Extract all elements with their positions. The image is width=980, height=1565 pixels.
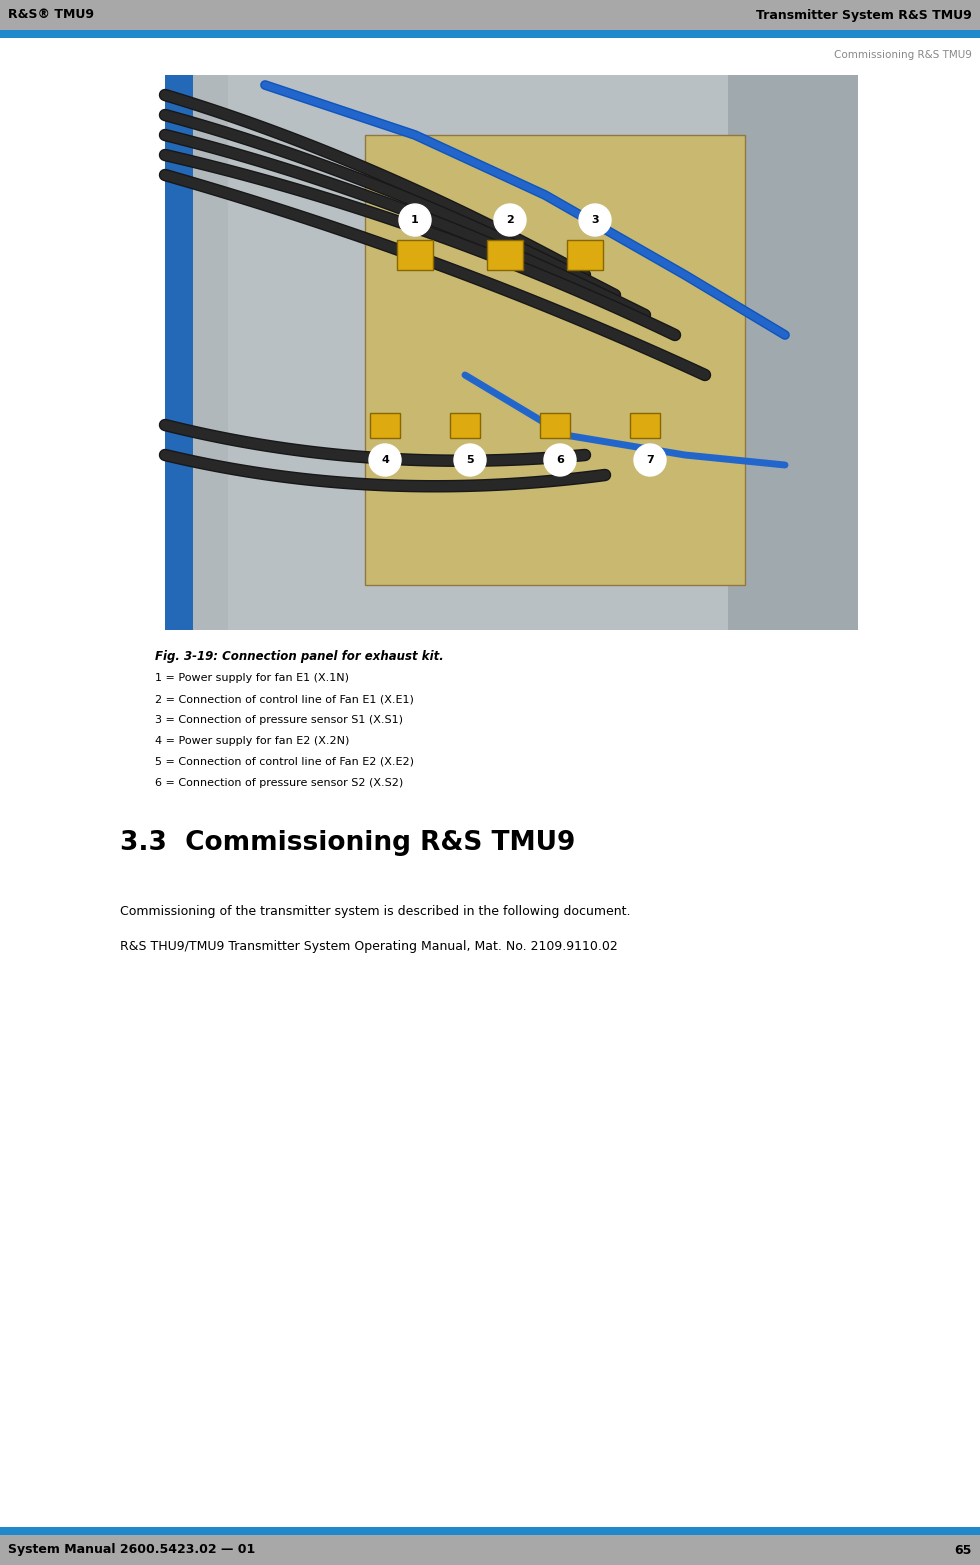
Text: 2 = Connection of control line of Fan E1 (X.E1): 2 = Connection of control line of Fan E1… [155,693,414,704]
Text: 4 = Power supply for fan E2 (X.2N): 4 = Power supply for fan E2 (X.2N) [155,736,350,747]
Bar [228,75,728,631]
Bar [165,75,193,631]
Bar [630,413,660,438]
Bar [0,0,980,30]
Text: 3 = Connection of pressure sensor S1 (X.S1): 3 = Connection of pressure sensor S1 (X.… [155,715,403,725]
Text: 2: 2 [506,214,514,225]
Bar [728,75,858,631]
Bar [397,239,433,271]
Circle shape [494,203,526,236]
Text: Commissioning R&S TMU9: Commissioning R&S TMU9 [834,50,972,59]
Text: System Manual 2600.5423.02 — 01: System Manual 2600.5423.02 — 01 [8,1543,255,1557]
Bar [165,75,858,631]
Text: 1: 1 [412,214,418,225]
Bar [487,239,523,271]
Circle shape [544,444,576,476]
Text: 65: 65 [955,1543,972,1557]
Bar [540,413,570,438]
Text: 3.3  Commissioning R&S TMU9: 3.3 Commissioning R&S TMU9 [120,829,575,856]
Text: 6: 6 [556,455,564,465]
Text: 4: 4 [381,455,389,465]
Text: 5: 5 [466,455,473,465]
Bar [365,135,745,585]
Bar [0,30,980,38]
Circle shape [579,203,611,236]
Circle shape [399,203,431,236]
Circle shape [369,444,401,476]
Bar [567,239,603,271]
Text: 6 = Connection of pressure sensor S2 (X.S2): 6 = Connection of pressure sensor S2 (X.… [155,778,403,789]
Bar [193,75,228,631]
Text: R&S THU9/TMU9 Transmitter System Operating Manual, Mat. No. 2109.9110.02: R&S THU9/TMU9 Transmitter System Operati… [120,941,617,953]
Text: 3: 3 [591,214,599,225]
Text: Fig. 3-19: Connection panel for exhaust kit.: Fig. 3-19: Connection panel for exhaust … [155,649,444,664]
Bar [0,1535,980,1565]
Text: 1 = Power supply for fan E1 (X.1N): 1 = Power supply for fan E1 (X.1N) [155,673,349,682]
Text: 7: 7 [646,455,654,465]
Bar [370,413,400,438]
Circle shape [634,444,666,476]
Text: 5 = Connection of control line of Fan E2 (X.E2): 5 = Connection of control line of Fan E2… [155,757,414,767]
Bar [450,413,480,438]
Text: Transmitter System R&S TMU9: Transmitter System R&S TMU9 [757,8,972,22]
Bar [0,1527,980,1535]
Text: Commissioning of the transmitter system is described in the following document.: Commissioning of the transmitter system … [120,905,630,919]
Text: R&S® TMU9: R&S® TMU9 [8,8,94,22]
Circle shape [454,444,486,476]
